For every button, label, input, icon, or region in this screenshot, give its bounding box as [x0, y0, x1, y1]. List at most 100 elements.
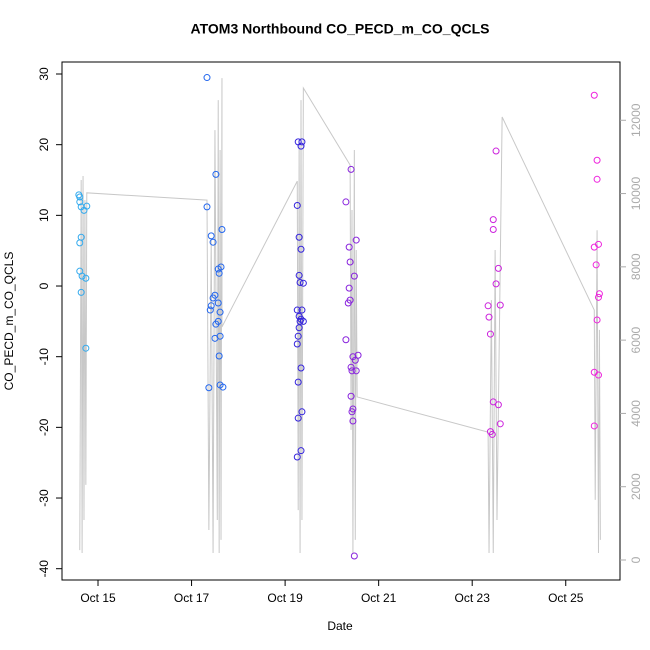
data-point: [347, 165, 355, 173]
data-point: [594, 293, 602, 301]
y2-tick-label: 8000: [629, 253, 643, 280]
y2-tick-label: 4000: [629, 400, 643, 427]
data-point: [219, 383, 227, 391]
data-point: [76, 193, 84, 201]
data-point: [298, 408, 306, 416]
data-point: [82, 344, 90, 352]
data-point: [205, 384, 213, 392]
data-point: [593, 316, 601, 324]
y-tick-label: -30: [37, 489, 51, 507]
data-point: [351, 356, 359, 364]
data-point: [77, 288, 85, 296]
data-point: [295, 271, 303, 279]
chart-title: ATOM3 Northbound CO_PECD_m_CO_QCLS: [191, 21, 490, 37]
data-point: [590, 243, 598, 251]
data-point: [489, 216, 497, 224]
data-point: [489, 225, 497, 233]
y2-tick-label: 12000: [629, 103, 643, 137]
data-point: [485, 313, 493, 321]
data-point: [350, 552, 358, 560]
x-tick-label: Oct 17: [174, 591, 210, 605]
y-tick-label: 30: [37, 67, 51, 81]
data-point: [342, 336, 350, 344]
data-point: [297, 142, 305, 150]
data-point: [215, 269, 223, 277]
data-point: [344, 299, 352, 307]
data-point: [294, 378, 302, 386]
data-point: [76, 239, 84, 247]
x-tick-label: Oct 23: [455, 591, 491, 605]
data-point: [590, 91, 598, 99]
data-point: [594, 371, 602, 379]
y-tick-label: 20: [37, 138, 51, 152]
data-point: [349, 405, 357, 413]
data-point: [595, 290, 603, 298]
data-point: [352, 367, 360, 375]
data-line: [79, 78, 601, 554]
data-point: [593, 156, 601, 164]
data-point: [346, 258, 354, 266]
data-point: [212, 320, 220, 328]
y-tick-label: -40: [37, 560, 51, 578]
data-point: [590, 422, 598, 430]
data-point: [212, 170, 220, 178]
data-point: [299, 317, 307, 325]
data-point: [492, 280, 500, 288]
data-point: [82, 274, 90, 282]
data-point: [347, 392, 355, 400]
data-point: [207, 302, 215, 310]
data-point: [203, 203, 211, 211]
y2-tick-label: 6000: [629, 326, 643, 353]
data-point: [347, 363, 355, 371]
data-point: [206, 306, 214, 314]
data-point: [207, 232, 215, 240]
data-point: [492, 147, 500, 155]
data-point: [297, 447, 305, 455]
data-point: [484, 302, 492, 310]
data-point: [209, 294, 217, 302]
x-tick-label: Oct 25: [548, 591, 584, 605]
data-point: [293, 201, 301, 209]
data-point: [293, 306, 301, 314]
data-point: [203, 74, 211, 82]
data-point: [342, 198, 350, 206]
data-point: [345, 284, 353, 292]
data-point: [209, 238, 217, 246]
data-point: [594, 240, 602, 248]
data-point: [214, 265, 222, 273]
data-point: [348, 367, 356, 375]
data-point: [76, 198, 84, 206]
data-point: [297, 245, 305, 253]
x-tick-label: Oct 19: [267, 591, 303, 605]
data-point: [345, 243, 353, 251]
plot-box: [61, 61, 621, 581]
data-point: [494, 264, 502, 272]
data-point: [350, 272, 358, 280]
data-point: [78, 272, 86, 280]
data-point: [494, 401, 502, 409]
y-tick-label: 0: [37, 282, 51, 289]
x-tick-label: Oct 21: [361, 591, 397, 605]
data-point: [297, 364, 305, 372]
data-point: [488, 430, 496, 438]
data-point: [296, 278, 304, 286]
data-point: [352, 236, 360, 244]
y-tick-label: 10: [37, 208, 51, 222]
data-point: [349, 353, 357, 361]
data-point: [294, 414, 302, 422]
y2-tick-label: 10000: [629, 177, 643, 211]
data-point: [348, 408, 356, 416]
data-point: [496, 420, 504, 428]
data-point: [349, 417, 357, 425]
x-axis-label: Date: [327, 619, 353, 633]
data-point: [83, 202, 91, 210]
data-point: [218, 225, 226, 233]
y2-tick-label: 0: [629, 556, 643, 563]
data-point: [295, 233, 303, 241]
data-point: [295, 324, 303, 332]
data-point: [216, 308, 224, 316]
data-point: [298, 306, 306, 314]
x-tick-label: Oct 15: [80, 591, 116, 605]
data-point: [299, 279, 307, 287]
